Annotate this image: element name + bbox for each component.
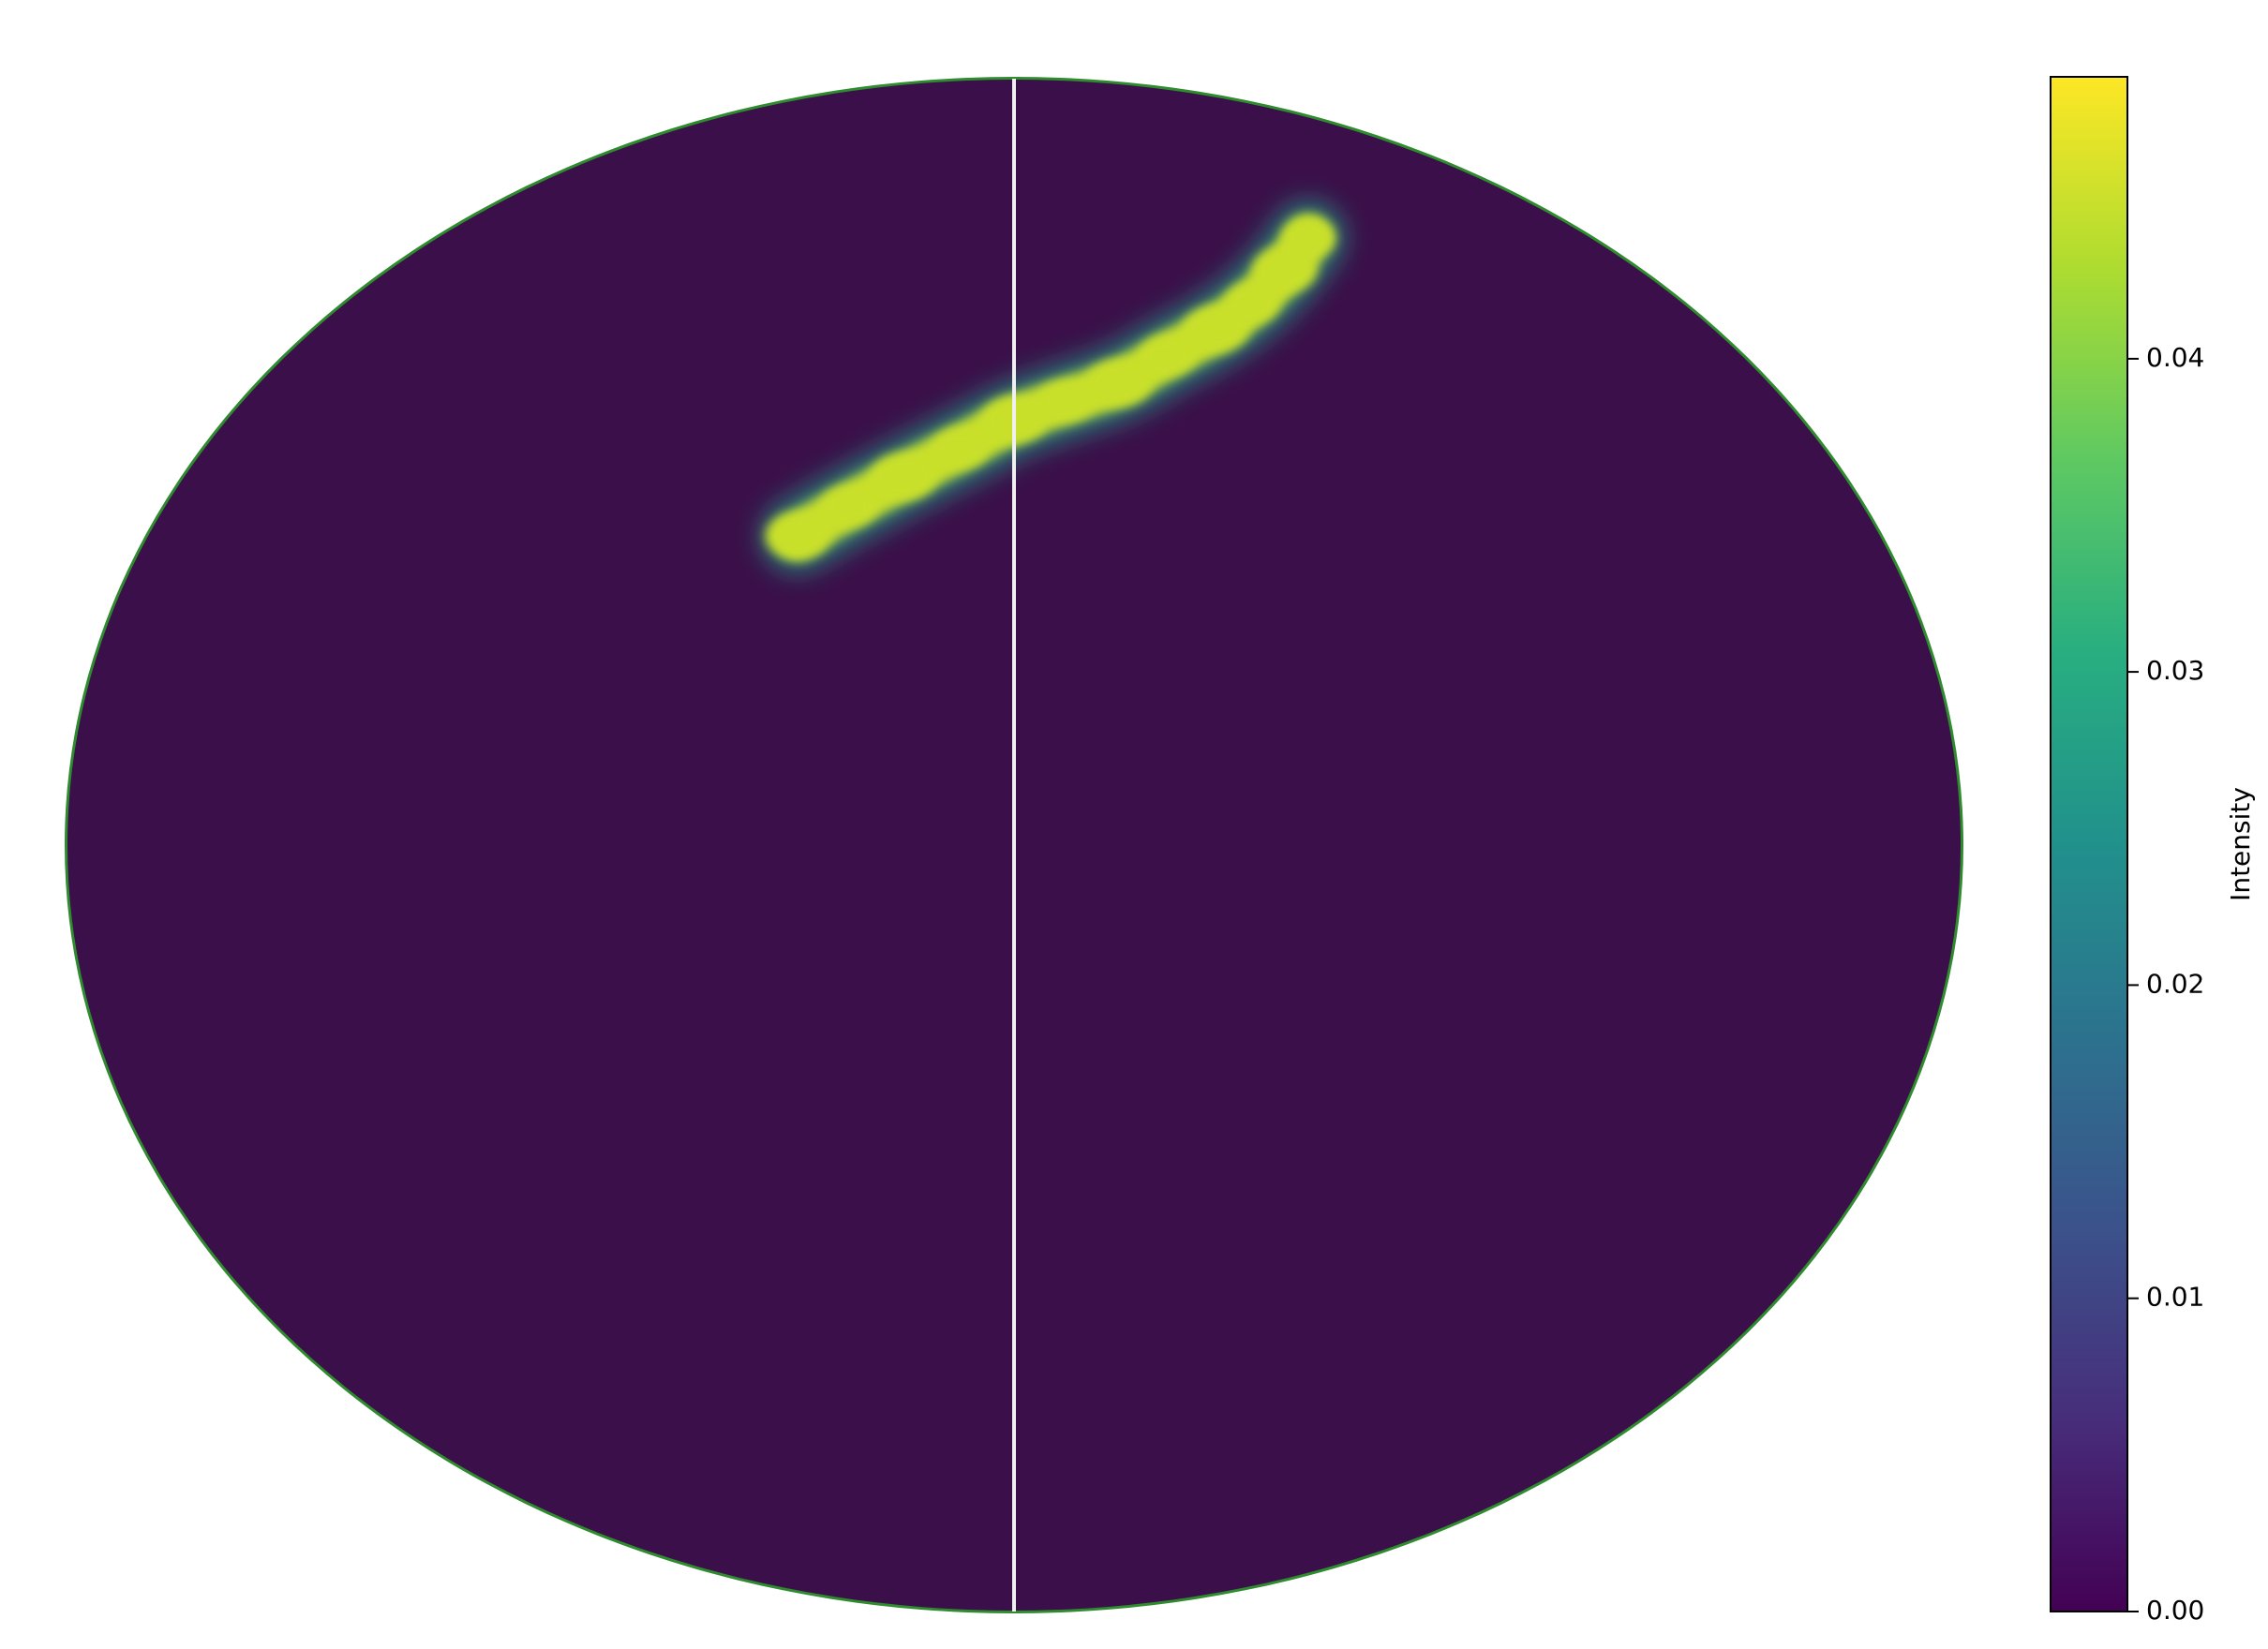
colorbar-label: Intensity: [2225, 787, 2256, 901]
colorbar-tick-label: 0.01: [2146, 1282, 2204, 1313]
colorbar-tick-label: 0.03: [2146, 655, 2204, 686]
band-point: [1225, 284, 1278, 322]
band-point: [1038, 382, 1092, 421]
band-point: [933, 429, 987, 468]
intensity-band: [761, 201, 1346, 572]
colorbar-tick-label: 0.00: [2146, 1595, 2204, 1626]
colorbar: 0.00 0.01 0.02 0.03 0.04 Intensity: [2050, 76, 2256, 1626]
colorbar-ticks: 0.00 0.01 0.02 0.03 0.04: [2127, 342, 2204, 1626]
band-point: [822, 487, 875, 526]
band-point: [1184, 306, 1248, 352]
colorbar-tick-label: 0.02: [2146, 968, 2204, 999]
band-point: [1282, 218, 1335, 257]
band-point: [871, 454, 935, 500]
band-point: [1252, 246, 1317, 292]
band-point: [1086, 360, 1151, 406]
band-point: [766, 513, 829, 558]
mollweide-map: [65, 77, 1963, 1613]
colorbar-tick-label: 0.04: [2146, 342, 2204, 373]
colorbar-gradient: [2050, 76, 2128, 1612]
band-point: [1141, 336, 1194, 375]
